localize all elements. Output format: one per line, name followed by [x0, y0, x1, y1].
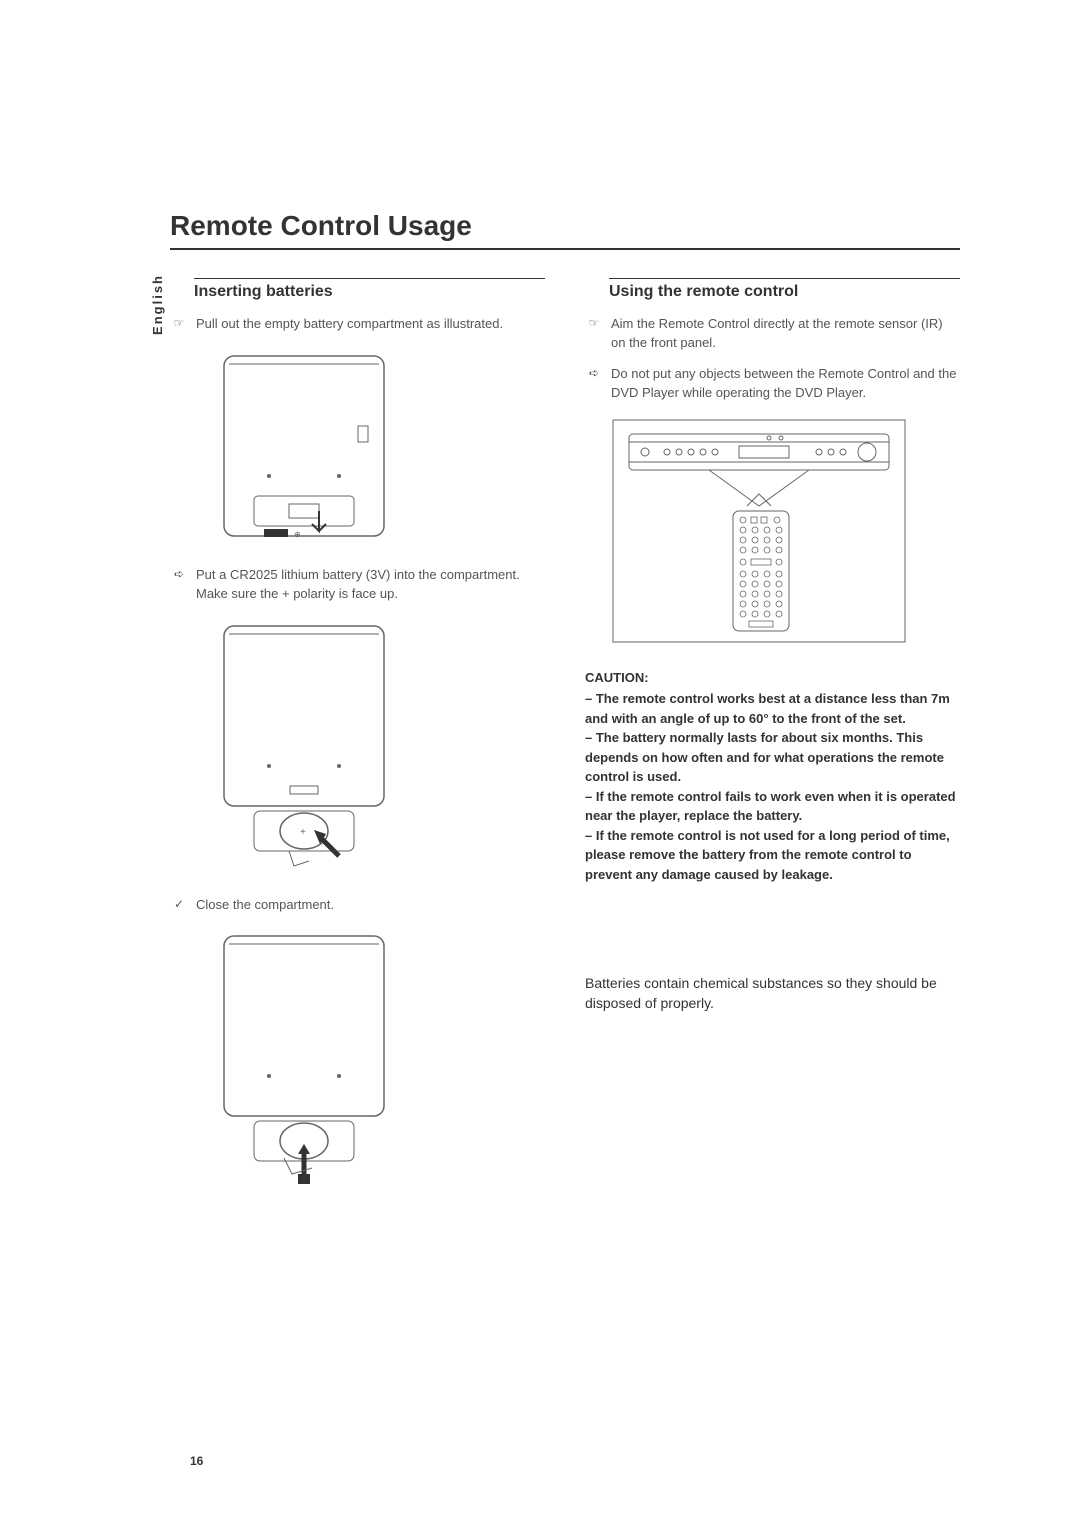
svg-text:⊕: ⊕ — [294, 530, 301, 539]
hand-right-icon: ☞ — [585, 315, 603, 329]
using-remote-heading: Using the remote control — [609, 278, 960, 301]
caution-replace: – If the remote control fails to work ev… — [585, 787, 960, 826]
figure-remote-close — [194, 926, 545, 1186]
step-pull-out: ☞ Pull out the empty battery compartment… — [170, 315, 545, 334]
disposal-note: Batteries contain chemical substances so… — [585, 974, 960, 1013]
page-title: Remote Control Usage — [170, 210, 960, 250]
step-aim-remote: ☞ Aim the Remote Control directly at the… — [585, 315, 960, 353]
caution-label: CAUTION: — [585, 670, 960, 685]
step-text: Pull out the empty battery compartment a… — [196, 315, 545, 334]
inserting-batteries-heading: Inserting batteries — [194, 278, 545, 301]
step-text: Do not put any objects between the Remot… — [611, 365, 960, 403]
step-put-battery: ➪ Put a CR2025 lithium battery (3V) into… — [170, 566, 545, 604]
hand-right-icon: ☞ — [170, 315, 188, 329]
step-no-objects: ➪ Do not put any objects between the Rem… — [585, 365, 960, 403]
page-content: Remote Control Usage Inserting batteries… — [0, 0, 1080, 1266]
language-tab: English — [150, 274, 165, 335]
columns: Inserting batteries ☞ Pull out the empty… — [170, 278, 960, 1206]
diamond-icon: ➪ — [585, 365, 603, 379]
figure-remote-insert-battery: + — [194, 616, 545, 876]
caution-remove: – If the remote control is not used for … — [585, 826, 960, 885]
check-icon: ✓ — [170, 896, 188, 910]
page-number: 16 — [190, 1454, 203, 1468]
step-text: Close the compartment. — [196, 896, 545, 915]
step-close: ✓ Close the compartment. — [170, 896, 545, 915]
caution-battery-life: – The battery normally lasts for about s… — [585, 728, 960, 787]
right-column: Using the remote control ☞ Aim the Remot… — [585, 278, 960, 1206]
svg-text:+: + — [300, 827, 306, 838]
left-column: Inserting batteries ☞ Pull out the empty… — [170, 278, 545, 1206]
caution-distance: – The remote control works best at a dis… — [585, 689, 960, 728]
figure-player-and-remote — [609, 416, 960, 646]
figure-remote-pull-out: ⊕ — [194, 346, 545, 546]
step-text: Aim the Remote Control directly at the r… — [611, 315, 960, 353]
diamond-icon: ➪ — [170, 566, 188, 580]
step-text: Put a CR2025 lithium battery (3V) into t… — [196, 566, 545, 604]
